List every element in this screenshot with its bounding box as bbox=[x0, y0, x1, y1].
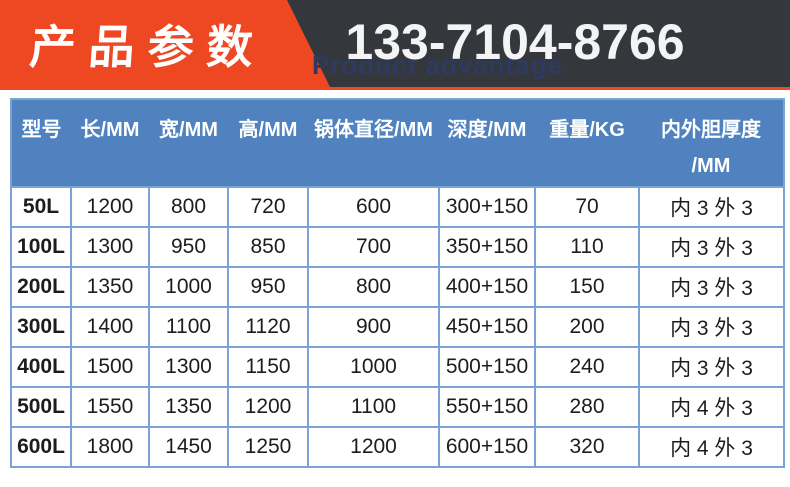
value-cell: 400+150 bbox=[438, 266, 536, 308]
table-row: 200L 1350 1000 950 800 400+150 150 内 3 外 3 bbox=[10, 266, 785, 308]
value-cell: 1120 bbox=[227, 306, 309, 348]
banner-watermark-text: Product advantage bbox=[312, 50, 564, 80]
banner-title: 产品参数 bbox=[27, 21, 268, 73]
model-cell: 500L bbox=[10, 386, 72, 428]
col-header-diameter: 锅体直径/MM bbox=[308, 99, 439, 187]
table-row: 50L 1200 800 720 600 300+150 70 内 3 外 3 bbox=[10, 186, 785, 228]
col-header-weight: 重量/KG bbox=[535, 99, 639, 187]
value-cell: 550+150 bbox=[438, 386, 536, 428]
value-cell: 280 bbox=[534, 386, 640, 428]
col-header-thickness-line2: /MM bbox=[691, 155, 731, 177]
value-cell: 450+150 bbox=[438, 306, 536, 348]
value-cell: 240 bbox=[534, 346, 640, 388]
value-cell: 1100 bbox=[148, 306, 229, 348]
value-cell: 1100 bbox=[307, 386, 440, 428]
value-cell: 350+150 bbox=[438, 226, 536, 268]
value-cell: 内 3 外 3 bbox=[638, 266, 785, 308]
value-cell: 1400 bbox=[70, 306, 150, 348]
value-cell: 1000 bbox=[148, 266, 229, 308]
top-banner: Product advantage 产品参数 133-7104-8766 bbox=[0, 0, 790, 90]
value-cell: 1200 bbox=[307, 426, 440, 468]
value-cell: 950 bbox=[227, 266, 309, 308]
value-cell: 800 bbox=[307, 266, 440, 308]
value-cell: 1200 bbox=[227, 386, 309, 428]
table-header: 型号 长/MM 宽/MM 高/MM 锅体直径/MM 深度/MM 重量/KG 内外… bbox=[11, 99, 784, 187]
table-row: 600L 1800 1450 1250 1200 600+150 320 内 4 外 3 bbox=[10, 426, 785, 468]
header-row: 型号 长/MM 宽/MM 高/MM 锅体直径/MM 深度/MM 重量/KG 内外… bbox=[11, 99, 784, 187]
model-cell: 50L bbox=[10, 186, 72, 228]
value-cell: 1500 bbox=[70, 346, 150, 388]
value-cell: 内 3 外 3 bbox=[638, 186, 785, 228]
value-cell: 70 bbox=[534, 186, 640, 228]
value-cell: 1300 bbox=[70, 226, 150, 268]
model-cell: 300L bbox=[10, 306, 72, 348]
banner-dark-panel bbox=[287, 0, 790, 87]
col-header-width: 宽/MM bbox=[149, 99, 228, 187]
table-row: 100L 1300 950 850 700 350+150 110 内 3 外 3 bbox=[10, 226, 785, 268]
model-cell: 400L bbox=[10, 346, 72, 388]
value-cell: 720 bbox=[227, 186, 309, 228]
value-cell: 1150 bbox=[227, 346, 309, 388]
model-cell: 600L bbox=[10, 426, 72, 468]
value-cell: 150 bbox=[534, 266, 640, 308]
value-cell: 1000 bbox=[307, 346, 440, 388]
value-cell: 1800 bbox=[70, 426, 150, 468]
value-cell: 1250 bbox=[227, 426, 309, 468]
table-body: 50L 1200 800 720 600 300+150 70 内 3 外 3 100L 1300… bbox=[10, 186, 785, 468]
table-row: 400L 1500 1300 1150 1000 500+150 240 内 3 外 3 bbox=[10, 346, 785, 388]
value-cell: 500+150 bbox=[438, 346, 536, 388]
value-cell: 850 bbox=[227, 226, 309, 268]
value-cell: 1550 bbox=[70, 386, 150, 428]
value-cell: 200 bbox=[534, 306, 640, 348]
value-cell: 1300 bbox=[148, 346, 229, 388]
model-cell: 100L bbox=[10, 226, 72, 268]
value-cell: 950 bbox=[148, 226, 229, 268]
col-header-thickness-line1: 内外胆厚度 bbox=[661, 119, 761, 141]
col-header-length: 长/MM bbox=[71, 99, 149, 187]
value-cell: 内 3 外 3 bbox=[638, 306, 785, 348]
product-spec-table: 型号 长/MM 宽/MM 高/MM 锅体直径/MM 深度/MM 重量/KG 内外… bbox=[10, 98, 785, 468]
phone-number: 133-7104-8766 bbox=[345, 14, 685, 70]
value-cell: 110 bbox=[534, 226, 640, 268]
value-cell: 800 bbox=[148, 186, 229, 228]
model-cell: 200L bbox=[10, 266, 72, 308]
value-cell: 1350 bbox=[148, 386, 229, 428]
value-cell: 900 bbox=[307, 306, 440, 348]
value-cell: 内 4 外 3 bbox=[638, 386, 785, 428]
value-cell: 1200 bbox=[70, 186, 150, 228]
value-cell: 600 bbox=[307, 186, 440, 228]
value-cell: 300+150 bbox=[438, 186, 536, 228]
value-cell: 1450 bbox=[148, 426, 229, 468]
col-header-model: 型号 bbox=[11, 99, 71, 187]
value-cell: 内 4 外 3 bbox=[638, 426, 785, 468]
value-cell: 320 bbox=[534, 426, 640, 468]
table-row: 500L 1550 1350 1200 1100 550+150 280 内 4 外 3 bbox=[10, 386, 785, 428]
col-header-thickness: 内外胆厚度 /MM bbox=[639, 99, 784, 187]
col-header-height: 高/MM bbox=[228, 99, 308, 187]
table-row: 300L 1400 1100 1120 900 450+150 200 内 3 外 3 bbox=[10, 306, 785, 348]
value-cell: 内 3 外 3 bbox=[638, 346, 785, 388]
value-cell: 600+150 bbox=[438, 426, 536, 468]
value-cell: 1350 bbox=[70, 266, 150, 308]
value-cell: 内 3 外 3 bbox=[638, 226, 785, 268]
value-cell: 700 bbox=[307, 226, 440, 268]
col-header-depth: 深度/MM bbox=[439, 99, 535, 187]
